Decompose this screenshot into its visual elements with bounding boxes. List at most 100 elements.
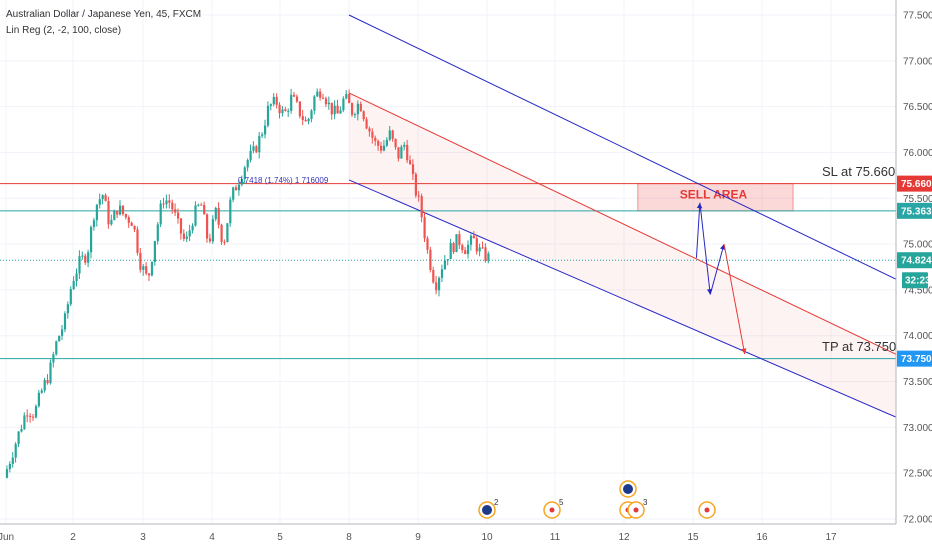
candle-body (14, 443, 17, 458)
current-price-tag (897, 252, 932, 269)
candle-body (461, 245, 464, 251)
candle-body (17, 431, 20, 444)
candle-body (46, 380, 49, 384)
candle-body (34, 406, 38, 418)
candle-body (40, 390, 43, 393)
candle-body (458, 234, 461, 246)
candle-body (388, 130, 391, 140)
candle-body (37, 392, 40, 407)
candle-body (52, 354, 55, 363)
candle-body (269, 104, 272, 106)
candle-body (414, 174, 417, 196)
arrow-head (741, 348, 747, 355)
y-tick-label: 73.000 (903, 423, 932, 434)
event-dot-icon (549, 507, 555, 513)
candle-body (226, 223, 229, 242)
candle-body (391, 130, 394, 139)
candle-body (429, 249, 432, 270)
candle-body (420, 196, 423, 218)
candle-body (78, 256, 81, 274)
candle-body (487, 253, 490, 261)
candle-body (90, 227, 93, 253)
candle-body (174, 209, 177, 213)
x-tick-label: 9 (415, 532, 421, 543)
candle-body (229, 199, 232, 224)
candle-body (336, 105, 339, 114)
time-axis[interactable] (0, 524, 932, 550)
candle-body (206, 214, 209, 239)
candle-body (127, 217, 130, 223)
candle-body (435, 282, 438, 291)
candle-body (359, 103, 362, 112)
channel-upper-line (348, 14, 932, 298)
candle-body (365, 119, 368, 129)
candle-body (411, 164, 415, 175)
channel-middle-line (348, 92, 932, 373)
candle-body (20, 428, 23, 432)
candle-body (243, 167, 246, 180)
candle-body (116, 210, 119, 215)
candle-body (298, 101, 301, 117)
candle-body (284, 109, 287, 112)
candle-body (142, 266, 145, 270)
candle-body (217, 207, 220, 225)
candle-body (95, 204, 98, 221)
candle-body (98, 199, 101, 205)
projection-segment (709, 243, 725, 295)
candle-body (232, 187, 235, 200)
candle-body (249, 150, 252, 160)
sl-label: SL at 75.660 (822, 164, 895, 179)
candle-body (130, 222, 133, 226)
x-axis-ticks: Jun 2 3 4 5 8 9 10 11 12 15 16 17 (0, 532, 837, 543)
candle-body (182, 233, 185, 239)
y-tick-label: 72.500 (903, 469, 932, 480)
candle-body (191, 225, 194, 231)
projection-path (695, 202, 747, 355)
candle-body (145, 266, 148, 274)
candle-body (203, 204, 206, 215)
candle-body (417, 195, 420, 197)
x-tick-label: 11 (550, 532, 561, 543)
x-tick-label: 15 (687, 532, 699, 543)
y-axis-ticks: 72.000 72.500 73.000 73.500 74.000 74.500 75.0… (903, 11, 932, 526)
candle-body (153, 241, 156, 262)
candle-body (469, 235, 473, 245)
candle-body (58, 335, 61, 342)
flag-icon (482, 505, 492, 515)
candle-body (403, 144, 406, 147)
candle-body (75, 273, 78, 281)
candle-body (223, 241, 226, 243)
candle-body (316, 91, 319, 97)
candle-body (255, 146, 258, 153)
y-tick-label: 76.500 (903, 102, 932, 113)
y-tick-label: 72.000 (903, 515, 932, 526)
candle-body (55, 341, 58, 355)
candle-body (380, 145, 383, 151)
projection-segment (695, 202, 701, 258)
candle-body (304, 119, 307, 122)
candle-body (264, 125, 267, 135)
candle-body (374, 137, 377, 142)
candle-body (156, 224, 159, 242)
candle-body (400, 146, 403, 159)
candle-body (406, 144, 409, 161)
symbol-title: Australian Dollar / Japanese Yen, 45, FX… (6, 9, 201, 20)
candle-body (150, 261, 154, 276)
candle-body (258, 135, 261, 153)
candle-body (342, 98, 345, 111)
event-markers: 2 5 3 (478, 480, 716, 519)
fib-label: 0.7418 (1.74%) 1 716009 (238, 176, 329, 185)
candle-body (104, 195, 107, 202)
x-tick-label: 5 (277, 532, 283, 543)
candle-body (293, 94, 296, 97)
candle-body (66, 304, 69, 314)
channel-fill (349, 92, 932, 433)
arrow-head (696, 202, 703, 209)
candle-body (220, 224, 223, 242)
y-tick-label: 75.500 (903, 194, 932, 205)
candle-body (107, 201, 110, 225)
candle-body (252, 146, 255, 151)
y-tick-label: 77.000 (903, 56, 932, 67)
projection-segment (723, 243, 746, 355)
